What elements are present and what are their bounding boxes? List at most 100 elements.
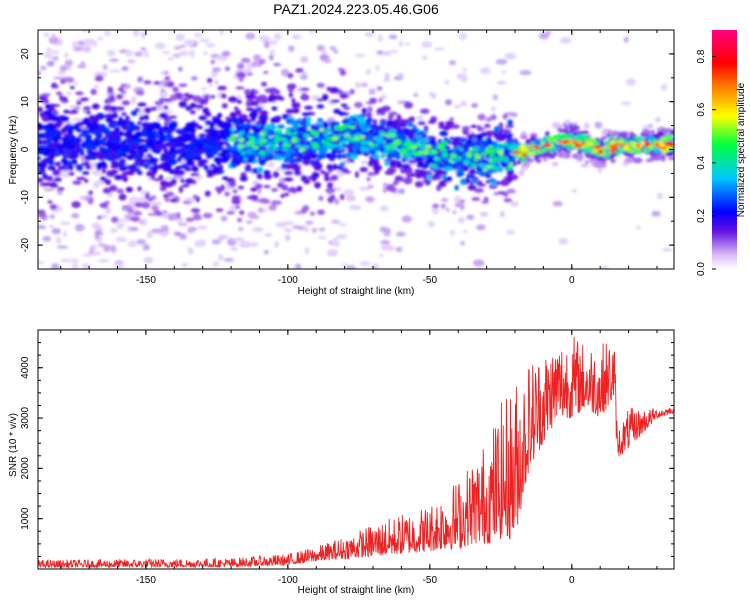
spectral-blob	[236, 71, 247, 79]
core-blob	[615, 152, 620, 156]
peak-blob	[319, 127, 325, 132]
noise-blob	[299, 74, 308, 80]
core-blob	[121, 140, 127, 147]
core-blob	[351, 117, 357, 121]
core-blob	[419, 139, 427, 143]
spectral-blob	[127, 59, 136, 64]
spectral-blob	[580, 163, 590, 168]
spectral-blob	[294, 170, 302, 176]
spectral-blob	[141, 31, 146, 39]
spectral-blob	[259, 110, 269, 117]
noise-blob	[105, 206, 112, 215]
core-blob	[368, 149, 377, 154]
peak-blob	[341, 140, 346, 144]
core-blob	[60, 160, 67, 164]
core-blob	[510, 157, 515, 162]
spectral-blob	[49, 183, 59, 188]
spectral-blob	[338, 111, 346, 116]
spectral-blob	[246, 72, 253, 76]
spectral-blob	[206, 77, 213, 84]
spectral-blob	[493, 192, 498, 196]
core-blob	[76, 136, 81, 142]
spectral-blob	[250, 187, 258, 192]
spectral-blob	[217, 85, 227, 91]
colorbar-label: Normalized spectral amplitude	[736, 82, 747, 217]
peak-blob	[485, 165, 493, 169]
spectral-blob	[59, 94, 64, 101]
noise-blob	[380, 240, 391, 245]
peak-blob	[405, 152, 412, 156]
core-blob	[403, 129, 410, 136]
peak-blob	[473, 156, 478, 162]
spectral-blob	[57, 165, 63, 172]
spectral-blob	[254, 89, 259, 95]
core-blob	[255, 106, 263, 112]
core-blob	[460, 178, 466, 185]
core-blob	[108, 124, 117, 129]
core-blob	[558, 136, 567, 140]
peak-blob	[466, 151, 472, 155]
spectral-blob	[463, 230, 468, 234]
spectral-blob	[137, 186, 142, 192]
spectral-blob	[228, 96, 238, 103]
core-blob	[339, 146, 346, 151]
noise-blob	[433, 47, 445, 51]
noise-blob	[571, 189, 578, 193]
spectral-blob	[378, 98, 383, 103]
peak-blob	[616, 141, 621, 145]
spectral-blob	[600, 136, 607, 141]
noise-blob	[251, 226, 264, 233]
noise-blob	[115, 262, 125, 269]
core-blob	[163, 151, 172, 157]
core-blob	[146, 160, 152, 166]
noise-blob	[383, 50, 392, 57]
core-blob	[92, 124, 98, 130]
core-blob	[69, 146, 76, 150]
spectral-blob	[80, 61, 86, 67]
noise-blob	[311, 227, 317, 233]
core-blob	[213, 144, 222, 152]
core-blob	[186, 122, 196, 129]
core-blob	[179, 148, 187, 152]
core-blob	[309, 151, 314, 157]
spectral-blob	[183, 93, 191, 97]
spectral-blob	[518, 169, 525, 177]
spectral-blob	[435, 176, 442, 180]
core-blob	[384, 160, 389, 167]
noise-blob	[249, 241, 259, 247]
spectral-blob	[339, 93, 349, 99]
core-blob	[476, 160, 482, 165]
spectral-blob	[485, 130, 494, 135]
peak-blob	[246, 141, 253, 145]
core-blob	[389, 161, 396, 167]
spectral-blob	[403, 101, 414, 109]
core-blob	[356, 116, 366, 122]
core-blob	[367, 138, 375, 144]
core-blob	[136, 148, 145, 155]
core-blob	[232, 119, 240, 126]
spectral-blob	[107, 86, 113, 90]
core-blob	[295, 118, 303, 124]
noise-blob	[106, 49, 116, 57]
spectral-blob	[333, 108, 341, 114]
spectral-blob	[288, 45, 295, 52]
core-blob	[210, 163, 216, 168]
core-blob	[453, 163, 458, 169]
spectral-blob	[187, 226, 198, 232]
spectral-blob	[272, 171, 280, 178]
noise-blob	[349, 204, 362, 211]
spectral-blob	[88, 190, 93, 196]
spectral-blob	[212, 67, 222, 73]
core-blob	[406, 121, 414, 127]
noise-blob	[48, 224, 55, 229]
spectral-blob	[236, 217, 243, 223]
spectral-blob	[147, 212, 158, 216]
spectral-blob	[343, 106, 351, 110]
peak-blob	[360, 140, 367, 145]
core-blob	[286, 117, 295, 121]
noise-blob	[51, 263, 60, 269]
core-blob	[158, 129, 164, 137]
noise-blob	[212, 261, 220, 267]
noise-blob	[194, 240, 203, 248]
spectral-blob	[647, 124, 654, 128]
